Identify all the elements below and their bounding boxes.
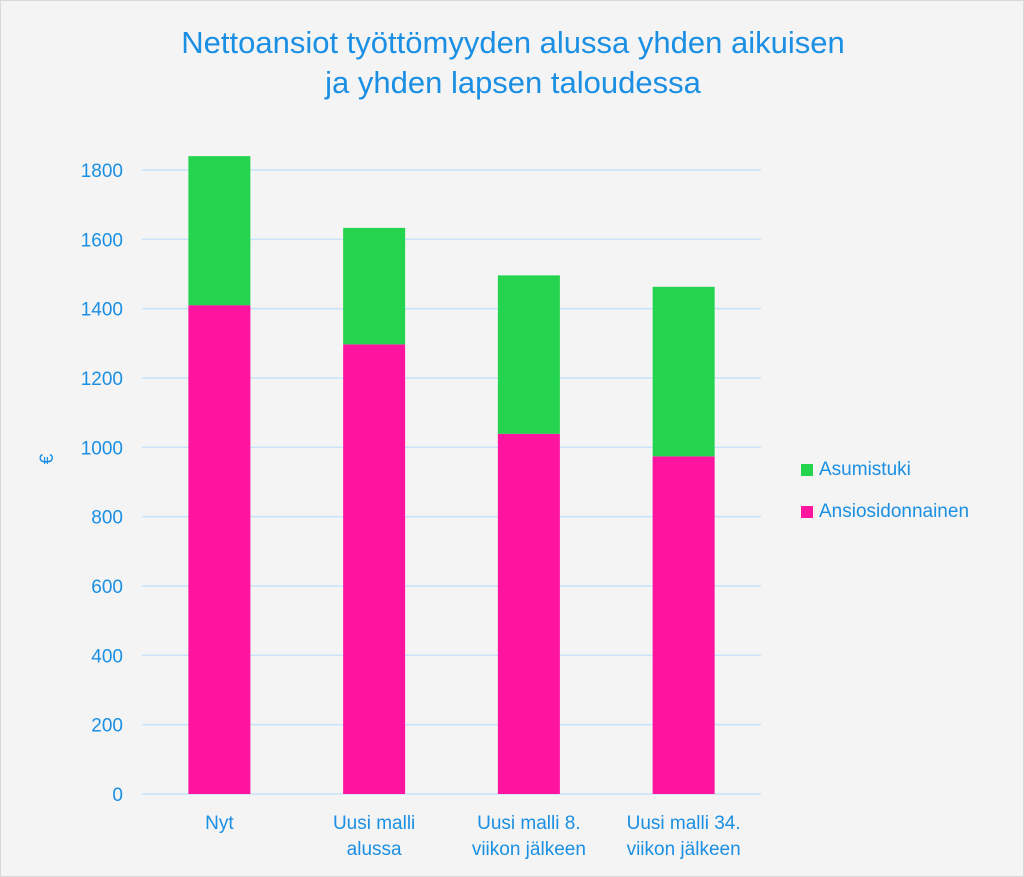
chart-title-line: ja yhden lapsen taloudessa	[325, 65, 701, 100]
x-tick-label: viikon jälkeen	[472, 839, 586, 860]
legend-label: Asumistuki	[819, 459, 911, 480]
y-tick-label: 0	[112, 785, 123, 806]
bar-asumistuki	[188, 156, 251, 306]
x-tick-label: Uusi malli	[333, 813, 415, 834]
bar-ansiosidonnainen	[343, 344, 406, 794]
y-tick-label: 200	[91, 716, 123, 737]
y-tick-label: 600	[91, 577, 123, 598]
y-tick-label: 1200	[81, 369, 123, 390]
legend-swatch	[801, 506, 813, 518]
y-tick-label: 800	[91, 508, 123, 529]
y-tick-label: 1600	[81, 230, 123, 251]
x-tick-label: Nyt	[205, 813, 234, 834]
bar-ansiosidonnainen	[188, 305, 251, 794]
y-tick-label: 1800	[81, 161, 123, 182]
x-tick-label: alussa	[347, 839, 402, 860]
chart-title-line: Nettoansiot työttömyyden alussa yhden ai…	[181, 25, 845, 60]
bar-asumistuki	[652, 286, 715, 457]
y-tick-label: 400	[91, 646, 123, 667]
chart-title: Nettoansiot työttömyyden alussa yhden ai…	[1, 23, 1023, 103]
y-axis-label: €	[37, 453, 58, 464]
bar-asumistuki	[497, 275, 560, 434]
bar-asumistuki	[343, 227, 406, 345]
legend-label: Ansiosidonnainen	[819, 501, 970, 522]
legend-swatch	[801, 464, 813, 476]
legend-item-asumistuki: Asumistuki	[801, 459, 911, 481]
x-tick-label: Uusi malli 34.	[627, 813, 741, 834]
x-tick-label: Uusi malli 8.	[477, 813, 580, 834]
x-tick-label: viikon jälkeen	[627, 839, 741, 860]
bar-ansiosidonnainen	[652, 456, 715, 794]
y-tick-label: 1400	[81, 300, 123, 321]
legend-item-ansiosidonnainen: Ansiosidonnainen	[801, 501, 969, 523]
y-tick-label: 1000	[81, 438, 123, 459]
bar-ansiosidonnainen	[497, 433, 560, 794]
